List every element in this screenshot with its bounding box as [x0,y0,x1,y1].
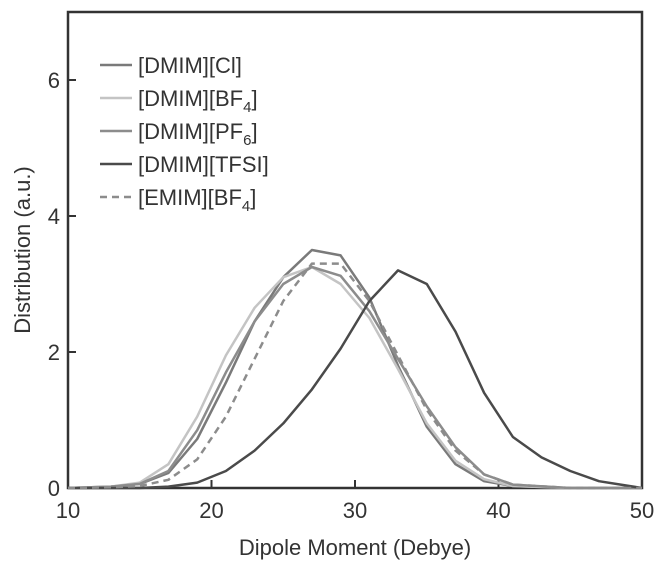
legend-label-main: [EMIM][BF [138,185,242,210]
legend-label-subscript: 4 [242,198,250,215]
series-line-4 [67,262,642,490]
series-line-0 [67,248,642,490]
y-tick-label: 6 [48,68,60,93]
legend-label-4: [EMIM][BF4] [138,185,256,215]
y-axis-label: Distribution (a.u.) [10,166,35,334]
y-tick-label: 0 [48,476,60,501]
legend-label-subscript: 4 [243,99,251,116]
legend-label-main: [DMIM][BF [138,86,243,111]
series-line-2 [67,265,642,490]
series-line-1 [67,265,642,490]
x-tick-label: 50 [630,498,654,523]
legend-label-3: [DMIM][TFSI] [138,152,269,177]
series-line-3 [68,269,643,490]
legend-label-subscript: 6 [243,132,251,149]
legend-label-1: [DMIM][BF4] [138,86,258,116]
plot-frame [66,10,644,490]
x-axis-label: Dipole Moment (Debye) [239,535,471,560]
x-tick-label: 20 [199,498,223,523]
legend-label-0: [DMIM][Cl] [138,53,242,78]
legend-label-tail: ] [250,185,256,210]
legend: [DMIM][Cl][DMIM][BF4][DMIM][PF6][DMIM][T… [100,53,269,215]
legend-label-main: [DMIM][TFSI] [138,152,269,177]
legend-label-tail: ] [251,119,257,144]
x-tick-label: 30 [343,498,367,523]
legend-label-main: [DMIM][PF [138,119,243,144]
x-tick-label: 40 [486,498,510,523]
y-tick-label: 4 [48,204,60,229]
x-tick-label: 10 [56,498,80,523]
series-layer [67,248,643,490]
y-tick-label: 2 [48,340,60,365]
legend-label-tail: ] [251,86,257,111]
legend-label-main: [DMIM][Cl] [138,53,242,78]
legend-label-2: [DMIM][PF6] [138,119,258,149]
